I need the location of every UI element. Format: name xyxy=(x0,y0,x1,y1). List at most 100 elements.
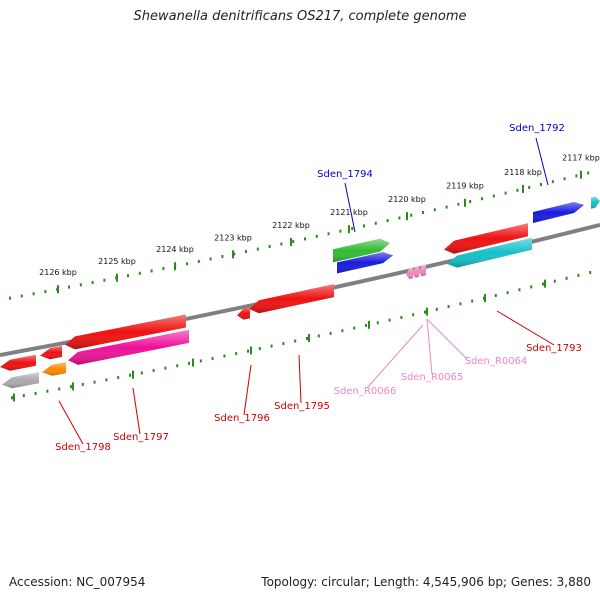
ruler-dot xyxy=(22,394,25,398)
ruler-dot xyxy=(245,250,247,254)
scale-tick-label: 2123 kbp xyxy=(214,233,252,242)
scale-tick-label: 2126 kbp xyxy=(39,268,77,277)
ruler-dot xyxy=(117,376,120,380)
ruler-dot xyxy=(504,191,507,195)
label-leaders xyxy=(58,137,555,445)
ruler-dot xyxy=(306,336,308,340)
ruler-dot xyxy=(317,334,320,338)
gene-arrow[interactable] xyxy=(40,345,62,360)
ruler-dot xyxy=(11,396,13,400)
scale-tick-label: 2122 kbp xyxy=(272,221,310,230)
rna-arrow[interactable] xyxy=(418,264,426,277)
ruler-dot xyxy=(186,262,188,266)
major-tick xyxy=(426,307,428,316)
ruler-dot xyxy=(209,257,212,261)
ruler-dot xyxy=(410,213,413,217)
gene-arrow[interactable] xyxy=(591,196,600,209)
gene-label[interactable]: Sden_1793 xyxy=(526,343,582,354)
genes-layer xyxy=(0,196,600,389)
gene-label[interactable]: Sden_R0066 xyxy=(334,386,397,397)
gene-arrow[interactable] xyxy=(447,237,532,268)
ruler-dot xyxy=(233,252,236,256)
scale-tick-label: 2118 kbp xyxy=(504,168,542,177)
scale-labels: 2117 kbp 2118 kbp 2119 kbp 2120 kbp 2121 kbp… xyxy=(39,154,600,277)
label-leader-line xyxy=(344,182,356,233)
ruler-dot xyxy=(575,174,578,178)
ruler-dot xyxy=(79,283,82,287)
ruler-dot xyxy=(138,271,141,275)
ruler-dot xyxy=(553,279,556,283)
ruler-dot xyxy=(459,302,462,306)
major-tick xyxy=(464,198,466,207)
label-leader-line xyxy=(243,364,252,416)
ruler-dot xyxy=(542,282,544,286)
ruler-dot xyxy=(256,247,259,251)
ruler-dot xyxy=(140,371,143,375)
ruler-dot xyxy=(9,296,11,300)
ruler-dot xyxy=(329,331,332,335)
gene-arrow[interactable] xyxy=(444,223,528,254)
gene-label[interactable]: Sden_1792 xyxy=(509,123,565,134)
label-leader-line xyxy=(58,400,84,445)
ruler-dot xyxy=(400,315,403,319)
ruler-dot xyxy=(363,224,365,228)
ruler-dot xyxy=(176,364,179,368)
ruler-dot xyxy=(105,378,108,382)
gene-label[interactable]: Sden_1797 xyxy=(113,432,169,443)
gene-label[interactable]: Sden_R0064 xyxy=(465,356,528,367)
gene-arrow[interactable] xyxy=(42,362,66,376)
major-tick xyxy=(13,393,15,402)
scale-tick-label: 2120 kbp xyxy=(388,195,426,204)
major-tick xyxy=(544,279,546,288)
gene-label[interactable]: Sden_1795 xyxy=(274,401,330,412)
scale-tick-label: 2125 kbp xyxy=(98,257,136,266)
ruler-dot xyxy=(374,221,377,225)
ruler-dot xyxy=(563,177,566,181)
ruler-dot xyxy=(280,242,283,246)
label-leader-line xyxy=(535,137,549,186)
ruler-dot xyxy=(422,211,424,215)
ruler-dot xyxy=(518,288,521,292)
ruler-dot xyxy=(398,216,401,220)
gene-arrow[interactable] xyxy=(333,238,390,263)
gene-label[interactable]: Sden_1794 xyxy=(317,169,373,180)
gene-arrow[interactable] xyxy=(533,202,584,223)
ruler-dot xyxy=(339,229,342,233)
rna-arrow[interactable] xyxy=(406,267,413,280)
major-tick xyxy=(290,237,292,246)
gene-arrow[interactable] xyxy=(65,314,186,350)
gene-arrow[interactable] xyxy=(2,372,39,389)
major-tick xyxy=(484,294,486,303)
gene-arrow[interactable] xyxy=(68,329,189,365)
accession-value: NC_007954 xyxy=(76,575,146,589)
label-leader-line xyxy=(426,318,433,375)
ruler-dot xyxy=(197,259,200,263)
ruler-dot xyxy=(211,357,214,361)
rna-arrow[interactable] xyxy=(412,265,419,278)
major-tick xyxy=(57,285,59,294)
ruler-dot xyxy=(34,391,37,395)
gene-arrow[interactable] xyxy=(237,307,250,320)
gene-label[interactable]: Sden_R0065 xyxy=(401,372,464,383)
major-tick xyxy=(232,250,234,259)
ruler-dot xyxy=(516,188,519,192)
ruler-dot xyxy=(353,326,356,330)
major-tick xyxy=(522,184,524,193)
gene-arrow[interactable] xyxy=(337,252,393,274)
ruler-dot xyxy=(46,389,49,393)
ruler-dot xyxy=(471,299,474,303)
gene-arrow[interactable] xyxy=(0,354,36,371)
gene-label[interactable]: Sden_1798 xyxy=(55,442,111,453)
ruler-dot xyxy=(294,339,297,343)
label-leader-line xyxy=(496,310,555,346)
ruler-dot xyxy=(469,200,472,204)
ruler-dot xyxy=(327,232,330,236)
major-tick xyxy=(250,346,252,355)
gene-label[interactable]: Sden_1796 xyxy=(214,413,270,424)
ruler-dot xyxy=(68,285,70,289)
inner-ruler xyxy=(11,270,592,402)
length-label: Length: xyxy=(373,575,420,589)
gene-arrow[interactable] xyxy=(249,284,334,314)
ruler-dot xyxy=(433,208,436,212)
